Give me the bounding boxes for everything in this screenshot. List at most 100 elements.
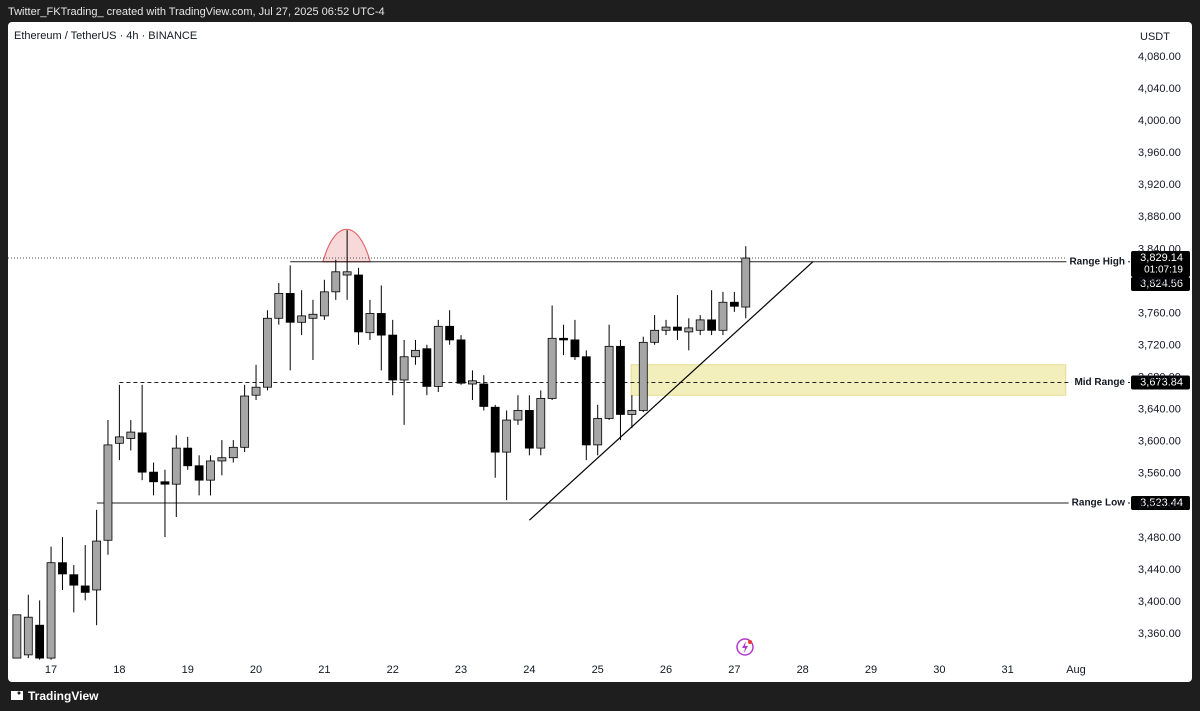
y-tick-label: 3,640.00 xyxy=(1138,404,1181,416)
footer-brand: TradingView xyxy=(28,689,99,703)
candle-body xyxy=(274,293,284,319)
x-tick-label: 29 xyxy=(865,664,877,676)
candle-body xyxy=(729,301,739,307)
candle-body xyxy=(741,257,751,308)
y-unit: USDT xyxy=(1140,31,1170,43)
zone xyxy=(630,364,1067,396)
level-price-box xyxy=(1131,277,1190,292)
candle-body xyxy=(547,337,557,399)
x-tick-label: 26 xyxy=(660,664,672,676)
header: Twitter_FKTrading_ created with TradingV… xyxy=(8,6,385,18)
candle-body xyxy=(126,431,136,439)
candle-body xyxy=(183,447,193,467)
candle-body xyxy=(411,349,420,358)
candle-body xyxy=(160,481,170,485)
candle-body xyxy=(92,540,102,591)
candle-body xyxy=(536,398,546,449)
candle-body xyxy=(365,313,375,334)
y-tick-label: 3,920.00 xyxy=(1138,179,1181,191)
y-tick-label: 3,880.00 xyxy=(1138,211,1181,223)
x-tick-label: 22 xyxy=(387,664,399,676)
candle-body xyxy=(149,471,158,483)
x-tick-label: 25 xyxy=(592,664,604,676)
y-tick-label: 4,040.00 xyxy=(1138,83,1181,95)
candle-body xyxy=(319,291,329,317)
candle-body xyxy=(593,418,603,446)
candle-body xyxy=(399,356,409,381)
x-tick-label: Aug xyxy=(1066,664,1086,676)
y-tick-label: 3,400.00 xyxy=(1138,596,1181,608)
y-tick-label: 3,440.00 xyxy=(1138,564,1181,576)
candle-body xyxy=(627,410,637,415)
trendline xyxy=(528,261,814,521)
level-label-bg xyxy=(1071,375,1128,390)
candle-body xyxy=(502,419,512,453)
countdown: 01:07:19 xyxy=(1144,265,1183,276)
candle-body xyxy=(23,616,33,656)
y-tick-label: 3,360.00 xyxy=(1138,628,1181,640)
x-tick-label: 20 xyxy=(250,664,262,676)
level-label-bg xyxy=(1068,496,1128,511)
candle-body xyxy=(433,325,443,387)
candle-body xyxy=(718,301,728,331)
y-tick-label: 3,800.00 xyxy=(1138,275,1181,287)
level-price-box xyxy=(1131,375,1190,390)
x-tick-label: 27 xyxy=(728,664,740,676)
candle-body xyxy=(35,624,45,659)
y-tick-label: 3,840.00 xyxy=(1138,243,1181,255)
y-tick-label: 3,960.00 xyxy=(1138,147,1181,159)
candle-body xyxy=(58,562,67,575)
candle-body xyxy=(69,574,79,586)
candle-body xyxy=(673,326,682,331)
candle-body xyxy=(638,341,648,411)
candle-body xyxy=(240,395,250,448)
level-price-label: 3,673.84 xyxy=(1140,376,1183,388)
y-tick-label: 3,480.00 xyxy=(1138,532,1181,544)
candle-body xyxy=(342,271,352,276)
x-tick-label: 19 xyxy=(182,664,194,676)
candle-body xyxy=(616,345,625,415)
candle-body xyxy=(114,436,124,444)
candle-body xyxy=(285,293,295,323)
candle-body xyxy=(388,334,398,381)
y-tick-label: 3,600.00 xyxy=(1138,436,1181,448)
candle-body xyxy=(479,383,489,407)
plot xyxy=(8,228,1130,660)
y-tick-label: 3,680.00 xyxy=(1138,371,1181,383)
chart-title: Ethereum / TetherUS · 4h · BINANCE xyxy=(14,30,197,42)
candle-body xyxy=(604,345,614,419)
last-price-box xyxy=(1131,251,1190,278)
candle-body xyxy=(263,317,272,388)
x-tick-label: 24 xyxy=(523,664,535,676)
level-price-box xyxy=(1131,496,1190,511)
candle-body xyxy=(103,444,113,541)
candle-body xyxy=(684,327,694,333)
y-tick-label: 3,720.00 xyxy=(1138,339,1181,351)
last-price-label: 3,829.14 xyxy=(1140,252,1183,264)
candle-body xyxy=(206,460,215,481)
candle-body xyxy=(559,337,568,341)
y-tick-label: 3,560.00 xyxy=(1138,468,1181,480)
candle-body xyxy=(707,319,717,331)
level-price-label: 3,523.44 xyxy=(1140,497,1183,509)
level-label: Range Low xyxy=(1072,498,1126,509)
candle-body xyxy=(376,313,386,336)
candle-body xyxy=(194,465,204,481)
x-tick-label: 28 xyxy=(797,664,809,676)
candle-body xyxy=(445,325,455,341)
candle-body xyxy=(513,410,523,421)
candle-body xyxy=(12,614,22,659)
candle-body xyxy=(456,339,466,384)
candle-body xyxy=(217,457,227,462)
candle-body xyxy=(80,585,90,593)
candle-body xyxy=(468,380,477,385)
y-tick-label: 4,080.00 xyxy=(1138,51,1181,63)
chart-area xyxy=(8,22,1192,682)
level-label-bg xyxy=(1066,254,1128,269)
x-tick-label: 17 xyxy=(45,664,57,676)
y-tick-label: 4,000.00 xyxy=(1138,115,1181,127)
candle-body xyxy=(570,339,580,358)
level-price-label: 3,824.56 xyxy=(1140,278,1183,290)
